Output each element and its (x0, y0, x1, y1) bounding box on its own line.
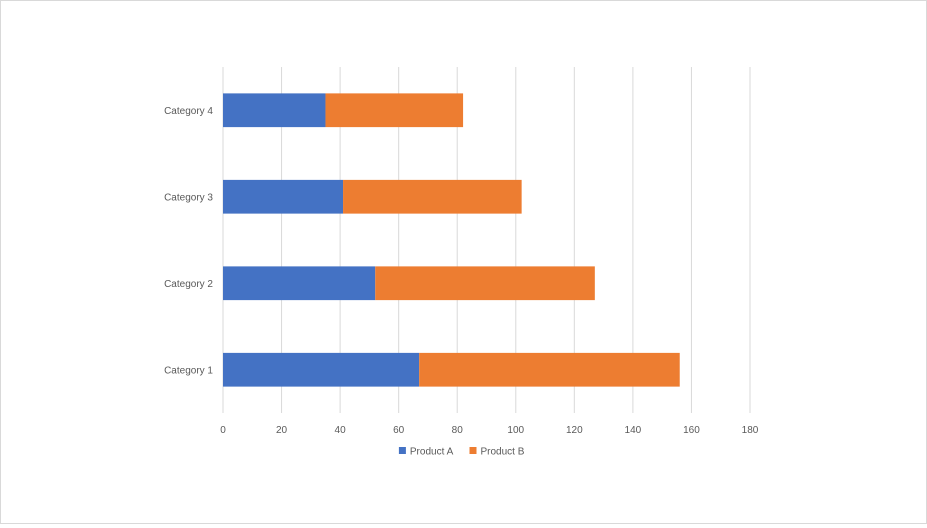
bar-product-a (223, 179, 344, 214)
x-tick-label: 180 (742, 425, 759, 436)
legend-label: Product B (481, 447, 525, 458)
bar-product-b (343, 179, 522, 214)
y-category-label: Category 2 (164, 279, 213, 290)
y-category-label: Category 3 (164, 192, 213, 203)
axes: 0 20 40 60 80 100 120 140 160 180 Category 1 Catego… (164, 106, 759, 436)
bar-product-a (223, 93, 326, 128)
legend-swatch (398, 447, 406, 454)
y-category-label: Category 4 (164, 106, 213, 117)
x-tick-label: 160 (683, 425, 700, 436)
y-category-label: Category 1 (164, 365, 213, 376)
x-tick-label: 40 (335, 425, 347, 436)
legend: Product A Product B (398, 447, 525, 458)
x-tick-label: 0 (220, 425, 226, 436)
bar-product-a (223, 352, 420, 387)
x-tick-label: 140 (625, 425, 642, 436)
legend-label: Product A (410, 447, 454, 458)
x-tick-label: 20 (276, 425, 288, 436)
bar-product-b (419, 352, 680, 387)
bar-product-a (223, 266, 376, 301)
x-tick-label: 60 (393, 425, 405, 436)
bar-product-b (325, 93, 464, 128)
x-tick-label: 80 (452, 425, 464, 436)
legend-swatch (469, 447, 477, 454)
x-tick-label: 100 (507, 425, 524, 436)
bar-product-b (375, 266, 595, 301)
bars (223, 93, 680, 387)
x-tick-label: 120 (566, 425, 583, 436)
